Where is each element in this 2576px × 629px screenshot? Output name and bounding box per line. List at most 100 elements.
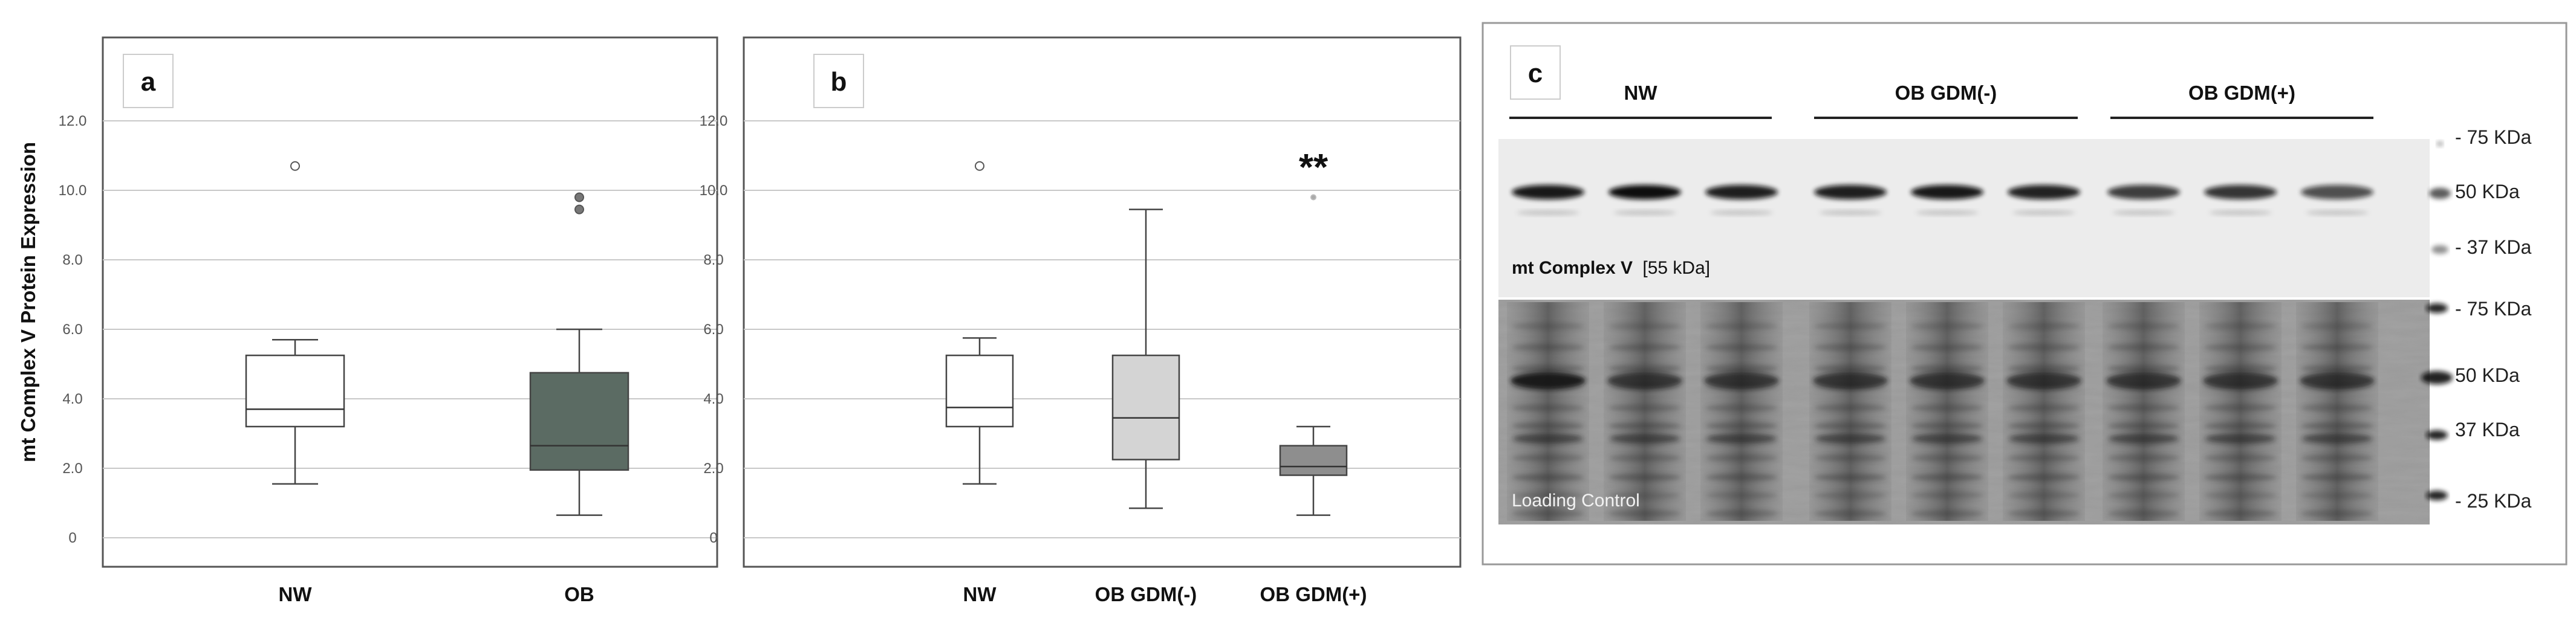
loading-band (1608, 510, 1681, 517)
kda-marker: 50 KDa (2455, 364, 2520, 386)
loading-band (2008, 422, 2080, 430)
loading-band (1512, 454, 1584, 462)
loading-band (1705, 474, 1778, 481)
y-tick-label: 0 (709, 530, 717, 546)
loading-band (1608, 422, 1681, 430)
x-category-label: OB (564, 583, 594, 605)
y-tick-label: 6.0 (62, 321, 82, 338)
loading-band (1608, 323, 1681, 330)
loading-band (1705, 365, 1778, 372)
kda-marker: - 25 KDa (2455, 490, 2531, 512)
loading-band (1814, 454, 1887, 462)
ladder-band (2436, 141, 2444, 146)
ladder-band (2426, 303, 2448, 313)
loading-band (1911, 365, 1983, 372)
loading-band (2008, 365, 2080, 372)
x-category-label: NW (279, 583, 313, 605)
panel-a-frame (102, 36, 718, 568)
loading-band (1705, 422, 1778, 430)
y-axis-label: mt Complex V Protein Expression (17, 142, 39, 462)
loading-band (1512, 404, 1584, 411)
loading-band (1814, 422, 1887, 430)
loading-band (2008, 510, 2080, 517)
loading-band (1911, 404, 1983, 411)
blot-markers: - 75 KDa 50 KDa - 37 KDa - 75 KDa 50 KDa 37 K… (2455, 126, 2531, 512)
loading-band (2107, 510, 2180, 517)
loading-band (1911, 344, 1983, 351)
panel-b-label-box (813, 54, 864, 108)
blot-bottom-caption: Loading Control (1512, 491, 1640, 511)
group-label: OB GDM(+) (2188, 82, 2295, 104)
loading-band (2301, 454, 2373, 462)
loading-band (2204, 365, 2277, 372)
loading-band (2008, 492, 2080, 499)
y-tick-label: 10.0 (700, 182, 728, 199)
loading-band (2301, 404, 2373, 411)
blot-top-membrane (1498, 139, 2430, 297)
loading-band-strong (1813, 372, 1888, 389)
loading-band (2008, 344, 2080, 351)
box-ob (529, 372, 629, 471)
loading-band (1608, 492, 1681, 499)
loading-band (1512, 422, 1584, 430)
loading-band (1814, 474, 1887, 481)
loading-band (2107, 323, 2180, 330)
loading-band (2204, 422, 2277, 430)
loading-band (2301, 365, 2373, 372)
loading-band (1911, 474, 1983, 481)
y-tick-label: 2.0 (62, 460, 82, 477)
loading-band (1705, 454, 1778, 462)
panel-b-grid (744, 120, 1460, 538)
y-tick-label: 8.0 (62, 252, 82, 268)
faint-band (1710, 210, 1773, 215)
loading-band (2008, 474, 2080, 481)
y-tick-label: 8.0 (703, 252, 723, 268)
loading-band (1705, 492, 1778, 499)
box-ob-gdm- (1111, 354, 1180, 460)
blot-top-caption-rest: [55 kDa] (1642, 258, 1710, 278)
y-tick-label: 4.0 (703, 391, 723, 407)
loading-band (1814, 492, 1887, 499)
outlier-point (1310, 194, 1316, 201)
faint-band (2306, 210, 2369, 215)
loading-band (1608, 344, 1681, 351)
loading-band (2301, 323, 2373, 330)
complex-v-band (1608, 185, 1681, 199)
panel-b-label: b (831, 67, 847, 97)
loading-band (1911, 323, 1983, 330)
loading-band-strong (2109, 433, 2179, 443)
loading-band (1608, 365, 1681, 372)
panel-a-y-ticks: 0 2.0 4.0 6.0 8.0 10.0 12.0 (59, 113, 87, 546)
loading-band (2301, 492, 2373, 499)
loading-band (2301, 510, 2373, 517)
loading-band (2301, 344, 2373, 351)
panel-b: b 0 2.0 4.0 6.0 8.0 10.0 12.0 NW OB GDM(-) OB GD… (700, 36, 1462, 605)
complex-v-band (2107, 185, 2180, 199)
loading-band (2107, 474, 2180, 481)
y-tick-label: 12.0 (700, 113, 728, 129)
complex-v-band (1911, 185, 1983, 199)
faint-band (2112, 210, 2175, 215)
loading-band (2107, 365, 2180, 372)
loading-band (1705, 404, 1778, 411)
y-tick-label: 2.0 (703, 460, 723, 477)
loading-band-strong (1815, 433, 1885, 443)
panel-c-label: c (1528, 59, 1543, 88)
loading-band (1608, 474, 1681, 481)
loading-band-strong (1704, 372, 1779, 389)
box-nw (945, 354, 1014, 428)
y-tick-label: 12.0 (59, 113, 87, 129)
blot-group-headers: NW OB GDM(-) OB GDM(+) (1509, 82, 2373, 119)
kda-marker: 37 KDa (2455, 419, 2520, 440)
loading-band-strong (1607, 372, 1682, 389)
loading-band (1512, 365, 1584, 372)
loading-band-strong (2302, 433, 2372, 443)
loading-band (2204, 344, 2277, 351)
loading-band-strong (1910, 372, 1985, 389)
loading-band (1911, 454, 1983, 462)
loading-band-strong (1610, 433, 1680, 443)
loading-band (2204, 404, 2277, 411)
faint-band (1613, 210, 1676, 215)
x-category-label: OB GDM(+) (1260, 583, 1367, 605)
